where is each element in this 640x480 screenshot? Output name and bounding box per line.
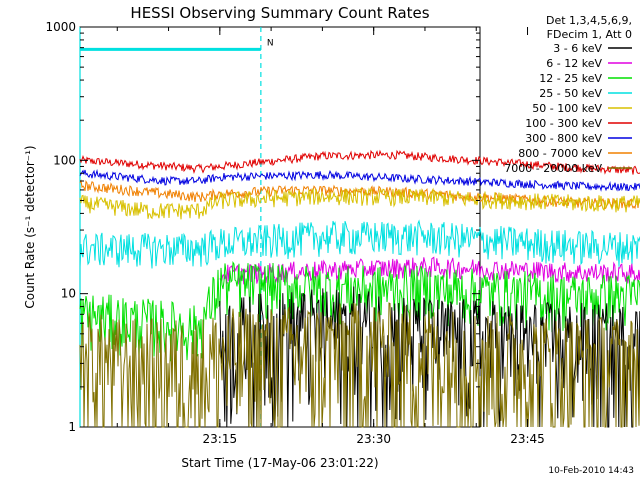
series-line-6	[79, 260, 640, 362]
x-axis-label: Start Time (17-May-06 23:01:22)	[181, 456, 378, 470]
series-line-1	[79, 168, 640, 192]
y-tick-label-3: 1000	[45, 20, 76, 34]
x-tick-label-2: 23:45	[510, 432, 545, 446]
legend-entry-label-5: 100 - 300 keV	[525, 117, 602, 130]
legend-entry-label-7: 800 - 7000 keV	[518, 147, 602, 160]
y-tick-label-2: 100	[53, 153, 76, 167]
series-line-2	[79, 179, 640, 210]
series-line-7	[219, 286, 640, 428]
legend-entry-label-1: 6 - 12 keV	[546, 57, 602, 70]
legend-header-1: FDecim 1, Att 0	[547, 28, 632, 41]
legend-header-0: Det 1,3,4,5,6,9,	[546, 14, 632, 27]
plot-layer: NS	[79, 27, 640, 428]
legend: Det 1,3,4,5,6,9,FDecim 1, Att 03 - 6 keV…	[504, 14, 632, 175]
series-line-8	[79, 302, 640, 428]
y-tick-label-1: 10	[61, 287, 76, 301]
legend-entry-label-3: 25 - 50 keV	[539, 87, 602, 100]
flag-label-0: N	[267, 38, 274, 48]
legend-entry-label-0: 3 - 6 keV	[553, 42, 602, 55]
y-axis-label: Count Rate (s⁻¹ detector⁻¹)	[23, 145, 37, 308]
generated-date: 10-Feb-2010 14:43	[548, 466, 634, 476]
series-line-4	[79, 219, 640, 269]
series-line-0	[79, 149, 640, 175]
legend-entry-label-8: 7000 - 20000 keV	[504, 162, 602, 175]
x-tick-label-1: 23:30	[356, 432, 391, 446]
legend-entry-label-4: 50 - 100 keV	[532, 102, 602, 115]
x-tick-label-0: 23:15	[203, 432, 238, 446]
legend-entry-label-6: 300 - 800 keV	[525, 132, 602, 145]
series-line-3	[79, 187, 640, 220]
chart-title: HESSI Observing Summary Count Rates	[130, 4, 429, 22]
legend-entry-label-2: 12 - 25 keV	[539, 72, 602, 85]
y-tick-label-0: 1	[68, 420, 76, 434]
